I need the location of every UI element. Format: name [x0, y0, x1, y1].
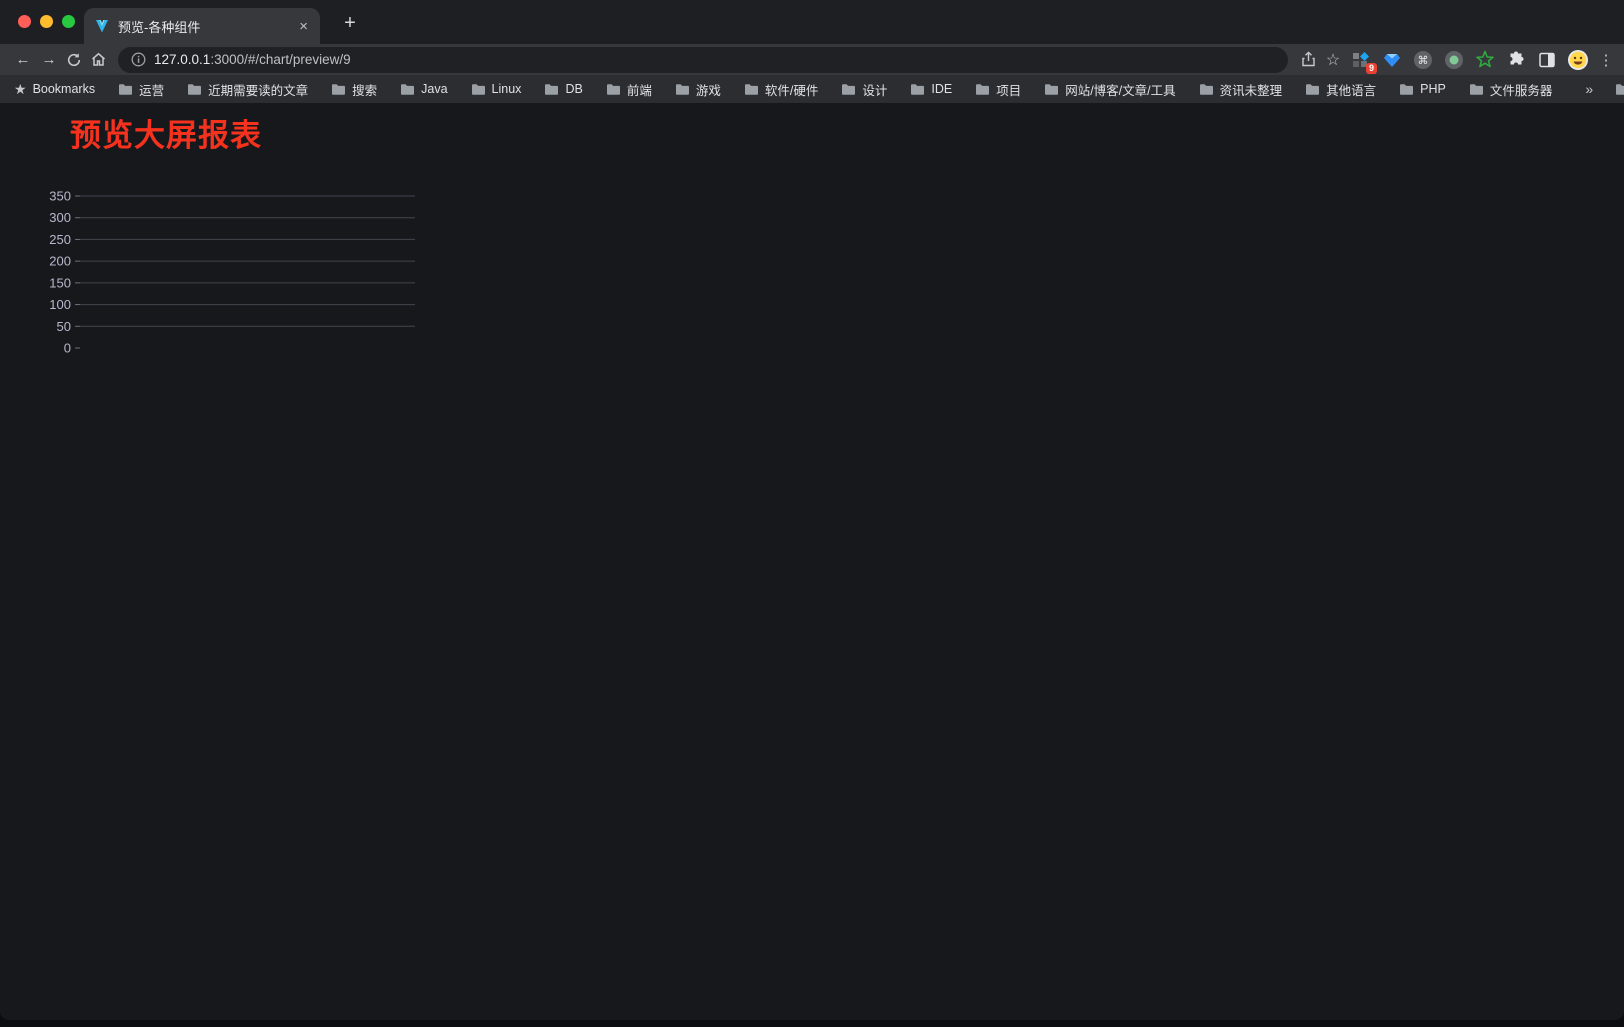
bookmark-item[interactable]: 文件服务器 — [1469, 80, 1552, 99]
new-tab-button[interactable]: + — [344, 12, 356, 34]
svg-text:0: 0 — [64, 341, 71, 356]
folder-icon — [910, 83, 925, 96]
folder-icon — [118, 83, 133, 96]
extension-command-icon[interactable]: ⌘ — [1412, 49, 1434, 71]
home-button[interactable] — [86, 48, 110, 72]
folder-icon — [1615, 83, 1624, 96]
extensions-cluster: 9 ⌘ ⋮ — [1346, 49, 1614, 74]
folder-icon — [544, 83, 559, 96]
folder-icon — [975, 83, 990, 96]
browser-tab[interactable]: 预览-各种组件 × — [84, 8, 320, 44]
bookmark-item[interactable]: 搜索 — [331, 80, 377, 99]
extension-badge: 9 — [1365, 62, 1377, 74]
bookmark-item[interactable]: 网站/博客/文章/工具 — [1044, 80, 1176, 99]
svg-text:150: 150 — [49, 275, 71, 290]
svg-text:50: 50 — [57, 319, 71, 334]
minimize-window-button[interactable] — [40, 15, 53, 28]
bookmark-item[interactable]: 设计 — [841, 80, 887, 99]
folder-icon — [1199, 83, 1214, 96]
bookmarks-bar: ★ Bookmarks 运营 近期需要读的文章 搜索 Java Linux DB 前端 游戏 软… — [0, 75, 1624, 103]
tab-close-icon[interactable]: × — [299, 17, 308, 35]
url-host: 127.0.0.1 — [154, 51, 211, 67]
folder-icon — [187, 83, 202, 96]
folder-icon — [675, 83, 690, 96]
folder-icon — [744, 83, 759, 96]
back-button[interactable]: ← — [15, 51, 31, 68]
extension-gem-icon[interactable] — [1381, 49, 1403, 71]
tab-strip: 预览-各种组件 × + — [0, 0, 1624, 44]
folder-icon — [471, 83, 486, 96]
bookmark-item[interactable]: 资讯未整理 — [1199, 80, 1282, 99]
forward-button[interactable]: → — [41, 51, 57, 68]
bookmark-item[interactable]: 游戏 — [675, 80, 721, 99]
share-icon[interactable] — [1296, 48, 1320, 72]
zoom-window-button[interactable] — [62, 15, 75, 28]
url-text[interactable]: 127.0.0.1:3000/#/chart/preview/9 — [154, 51, 351, 69]
url-bar[interactable]: 127.0.0.1:3000/#/chart/preview/9 — [118, 46, 1288, 73]
emoji-profile-icon[interactable] — [1567, 49, 1589, 71]
bookmark-item[interactable]: 软件/硬件 — [744, 80, 818, 99]
folder-icon — [1399, 83, 1414, 96]
bookmark-item[interactable]: 其他语言 — [1305, 80, 1376, 99]
reload-button[interactable] — [62, 48, 86, 72]
extensions-puzzle-icon[interactable] — [1505, 49, 1527, 71]
svg-text:350: 350 — [49, 189, 71, 204]
browser-menu-icon[interactable]: ⋮ — [1598, 51, 1614, 69]
bookmarks-star-icon: ★ — [14, 80, 27, 97]
tab-favicon-icon — [96, 20, 108, 33]
bookmark-page-star-icon[interactable]: ☆ — [1325, 51, 1341, 69]
site-info-icon[interactable] — [130, 48, 146, 72]
folder-icon — [400, 83, 415, 96]
bookmark-item[interactable]: 前端 — [606, 80, 652, 99]
other-bookmarks[interactable]: 其他书签 — [1615, 80, 1624, 99]
svg-text:250: 250 — [49, 232, 71, 247]
svg-text:200: 200 — [49, 254, 71, 269]
folder-icon — [1469, 83, 1484, 96]
bookmark-item[interactable]: IDE — [910, 82, 952, 96]
close-window-button[interactable] — [18, 15, 31, 28]
bookmarks-manager[interactable]: ★ Bookmarks — [14, 81, 95, 98]
bookmark-folder-list: 运营 近期需要读的文章 搜索 Java Linux DB 前端 游戏 软件/硬件 设计 IDE 项目 网… — [118, 80, 1575, 99]
bookmarks-label: Bookmarks — [32, 82, 96, 96]
window-controls — [18, 15, 75, 28]
bookmark-item[interactable]: Java — [400, 82, 448, 96]
bookmark-item[interactable]: 运营 — [118, 80, 164, 99]
extension-record-icon[interactable] — [1443, 49, 1465, 71]
folder-icon — [606, 83, 621, 96]
toolbar: ← → 127.0.0.1:3000/#/chart/preview/9 ☆ 9 — [0, 44, 1624, 75]
bookmark-item[interactable]: PHP — [1399, 82, 1446, 96]
folder-icon — [1044, 83, 1059, 96]
reading-mode-icon[interactable] — [1536, 49, 1558, 71]
svg-text:300: 300 — [49, 210, 71, 225]
browser-chrome: 预览-各种组件 × + ← → 127.0.0.1:3000/#/chart/p… — [0, 0, 1624, 103]
bar-vertical-chart[interactable]: 0 50 100 150 200 250 300 350 — [49, 189, 415, 356]
folder-icon — [1305, 83, 1320, 96]
svg-text:100: 100 — [49, 297, 71, 312]
page-content — [0, 103, 1624, 1020]
folder-icon — [331, 83, 346, 96]
bookmarks-overflow-chevron[interactable]: » — [1585, 81, 1594, 97]
bookmark-item[interactable]: Linux — [471, 82, 521, 96]
bookmark-item[interactable]: 项目 — [975, 80, 1021, 99]
extension-green-star-icon[interactable] — [1474, 49, 1496, 71]
svg-text:⌘: ⌘ — [1418, 55, 1429, 67]
url-path: :3000/#/chart/preview/9 — [210, 51, 351, 67]
extension-grid-icon[interactable]: 9 — [1350, 49, 1377, 74]
bookmark-item[interactable]: DB — [544, 82, 583, 96]
bookmark-item[interactable]: 近期需要读的文章 — [187, 80, 308, 99]
tab-title: 预览-各种组件 — [118, 19, 201, 35]
folder-icon — [841, 83, 856, 96]
page-title: 预览大屏报表 — [70, 118, 262, 153]
